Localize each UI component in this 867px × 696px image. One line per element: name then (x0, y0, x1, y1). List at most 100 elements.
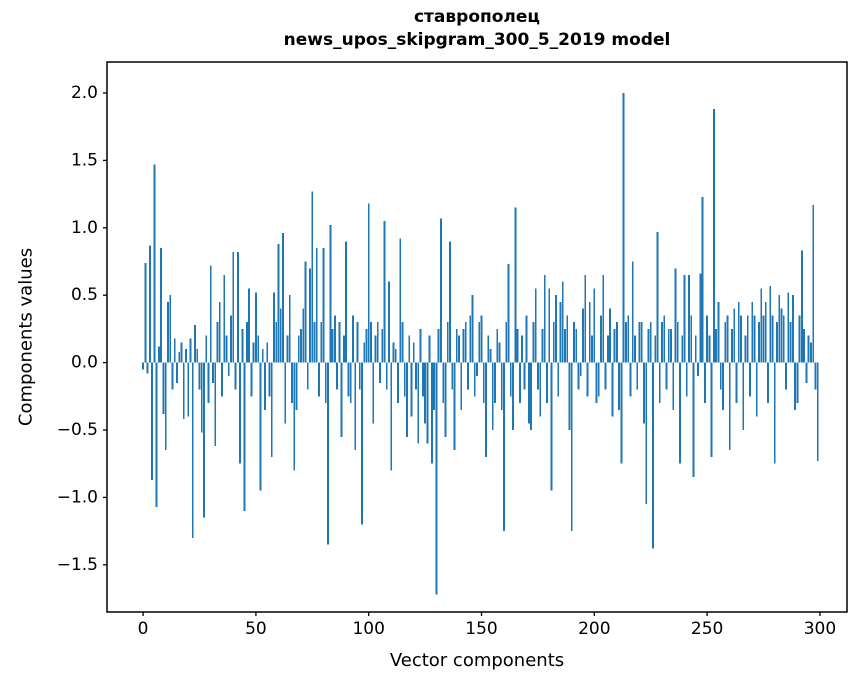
bar (613, 328, 616, 363)
bar (336, 362, 339, 390)
bar (731, 328, 733, 363)
bar (399, 238, 402, 363)
bar (295, 362, 298, 410)
bar (816, 362, 819, 462)
bar (622, 93, 625, 363)
bar (715, 328, 718, 363)
bar (604, 362, 607, 390)
bar (302, 308, 305, 363)
bar (507, 264, 510, 363)
bar (383, 221, 386, 363)
bar (764, 301, 767, 363)
bar (437, 328, 440, 363)
bar (654, 335, 657, 363)
bar (458, 335, 460, 363)
bar (232, 252, 235, 363)
bar (663, 315, 666, 363)
bar (595, 362, 598, 404)
bar (602, 274, 605, 363)
x-tick-label: 100 (352, 619, 384, 639)
bar (789, 322, 792, 363)
bar (683, 274, 686, 363)
bar (252, 342, 255, 363)
bar (464, 322, 467, 363)
bar (444, 362, 447, 437)
bar (740, 315, 742, 363)
bar (261, 349, 264, 363)
bar (410, 362, 413, 417)
bar (658, 362, 661, 404)
bar (327, 362, 329, 545)
bar (264, 362, 266, 410)
bar (433, 362, 436, 410)
bar (442, 362, 445, 404)
bar (656, 231, 659, 363)
bar (582, 308, 584, 363)
bar (787, 292, 790, 363)
bar (593, 288, 596, 363)
y-tick-label: 1.5 (71, 150, 98, 170)
bar (151, 362, 154, 480)
x-tick-label: 300 (804, 619, 836, 639)
bar (509, 362, 512, 397)
bar (482, 362, 485, 404)
bar (270, 362, 273, 457)
bar (548, 288, 551, 363)
bar (762, 315, 765, 363)
bar (485, 362, 487, 457)
bar (318, 362, 320, 397)
bar (697, 362, 699, 377)
chart-title-model: news_upos_skipgram_300_5_2019 model (283, 30, 671, 50)
bar (665, 362, 668, 390)
bar (370, 322, 372, 363)
bar (638, 322, 641, 363)
bar (284, 362, 287, 424)
bar (304, 261, 307, 363)
bar (552, 322, 555, 363)
bar (291, 362, 293, 404)
bar (573, 322, 575, 363)
bar (807, 335, 810, 363)
bar (800, 250, 803, 363)
bar (239, 362, 242, 464)
x-axis-label: Vector components (389, 650, 565, 671)
bar (155, 362, 158, 507)
y-tick-label: −1.0 (57, 487, 98, 507)
bar (331, 328, 334, 363)
bar (708, 335, 711, 363)
bar (489, 349, 492, 363)
bar (794, 362, 797, 410)
bar (191, 362, 194, 538)
bar (160, 248, 163, 363)
bar (798, 315, 801, 363)
bar (293, 362, 296, 471)
bar (435, 362, 438, 595)
bar (640, 322, 643, 363)
bar (796, 362, 799, 404)
bar (358, 362, 361, 390)
x-tick-label: 250 (691, 619, 723, 639)
bar (214, 362, 217, 447)
bar (679, 362, 681, 464)
bar (471, 295, 474, 363)
y-axis-label: Components values (15, 247, 37, 427)
bar (426, 362, 429, 444)
bar (200, 362, 203, 433)
bar (597, 362, 600, 397)
bar (712, 109, 715, 363)
y-tick-label: −0.5 (57, 420, 98, 440)
bar (760, 288, 763, 363)
bar (275, 322, 278, 363)
bar (532, 322, 535, 363)
bar (523, 362, 526, 390)
bar (751, 301, 754, 363)
bar (309, 268, 311, 363)
bar (142, 362, 144, 370)
bar (421, 362, 424, 397)
bar (584, 274, 587, 363)
bar (194, 324, 196, 363)
bar (392, 342, 395, 363)
bar (345, 241, 348, 363)
bar (361, 362, 363, 525)
bar (810, 342, 812, 363)
